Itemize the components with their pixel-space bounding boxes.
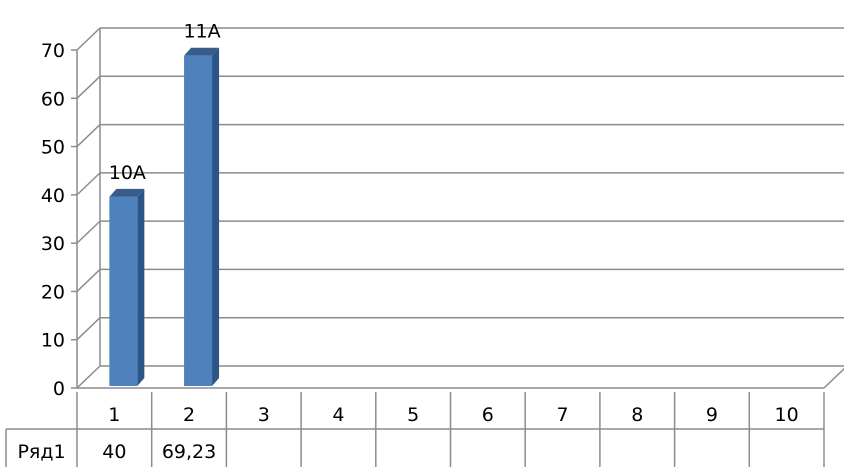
x-category-label: 2 (183, 404, 195, 426)
x-category-label: 3 (258, 404, 270, 426)
y-axis-ticks: 0 10 20 30 40 50 60 70 (41, 40, 65, 400)
y-tick-label: 0 (53, 378, 65, 400)
bar-side-face (137, 188, 145, 386)
gridline-side (76, 220, 101, 244)
y-tick-label: 20 (41, 281, 65, 303)
gridline-side (76, 317, 101, 341)
gridline-side (76, 365, 101, 389)
x-category-label: 10 (775, 404, 799, 426)
bar-top-face (109, 188, 145, 197)
gridline-side (76, 75, 101, 99)
data-labels: 10А 11А (109, 21, 221, 184)
bar (109, 188, 145, 386)
bar-top-face (184, 47, 220, 56)
gridlines (71, 27, 844, 389)
gridline-side (76, 172, 101, 196)
data-table: 1 40 2 69,23 3 4 5 6 7 8 9 10 Ряд1 (5, 392, 825, 467)
y-tick-label: 10 (41, 330, 65, 352)
x-category-label: 9 (706, 404, 718, 426)
y-tick-label: 30 (41, 233, 65, 255)
y-tick-label: 40 (41, 185, 65, 207)
x-category-label: 1 (108, 404, 120, 426)
bar (184, 47, 220, 387)
gridline-side (76, 268, 101, 292)
y-tick-label: 70 (41, 40, 65, 62)
bar-side-face (212, 47, 220, 387)
series-name-cell: Ряд1 (17, 441, 65, 463)
table-value-cell: 69,23 (162, 441, 216, 463)
x-category-label: 5 (407, 404, 419, 426)
bar-front-face (109, 196, 138, 386)
bar-front-face (184, 55, 213, 387)
table-value-cell: 40 (102, 441, 126, 463)
gridline-side (76, 27, 101, 51)
y-tick-label: 60 (41, 88, 65, 110)
floor-right-edge (823, 367, 844, 389)
x-category-label: 7 (557, 404, 569, 426)
y-tick-label: 50 (41, 137, 65, 159)
bars (109, 47, 220, 387)
x-category-label: 8 (631, 404, 643, 426)
gridline-side (76, 124, 101, 148)
x-category-label: 4 (332, 404, 344, 426)
bar-data-label: 11А (183, 21, 220, 43)
bar-data-label: 10А (109, 162, 146, 184)
x-category-label: 6 (482, 404, 494, 426)
